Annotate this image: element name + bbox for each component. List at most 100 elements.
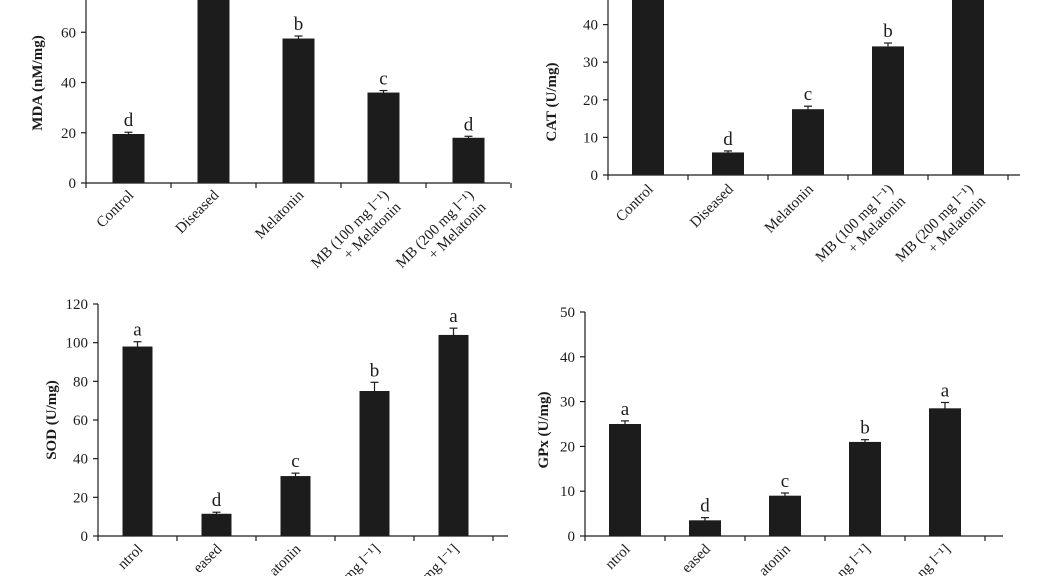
category-label: ng l⁻¹] xyxy=(914,542,954,576)
category-label: atonin xyxy=(756,541,794,576)
category-label: Melatonin xyxy=(252,187,307,242)
category-label-line: Melatonin xyxy=(252,187,307,242)
category-label: MB (100 mg l⁻¹)+ Melatonin xyxy=(308,188,404,272)
y-tick-label: 20 xyxy=(61,126,76,142)
category-label: ntrol xyxy=(602,542,633,573)
significance-letter: a xyxy=(133,320,142,341)
y-axis-label: MDA (nM/mg) xyxy=(30,35,46,130)
chart-panel-2: 0 10 20 30 40 CAT (U/mg) d c b Control Diseased Mel… xyxy=(544,0,1020,266)
bar xyxy=(712,152,744,175)
category-label: atonin xyxy=(266,541,304,576)
y-tick-label: 10 xyxy=(583,130,598,146)
chart-panel-1: 0 20 40 60 MDA (nM/mg) d b c d Control Diseased Mel… xyxy=(30,0,512,272)
category-label: MB (200 mg l⁻¹)+ Melatonin xyxy=(893,182,989,266)
category-label-line: Control xyxy=(613,182,657,226)
y-tick-label: 30 xyxy=(583,55,598,71)
significance-letter: a xyxy=(941,380,950,401)
significance-letter: c xyxy=(804,84,812,105)
significance-letter: d xyxy=(124,110,134,131)
significance-letter: a xyxy=(621,399,630,420)
category-label-line: Melatonin xyxy=(762,181,817,236)
y-tick-label: 0 xyxy=(568,529,576,545)
y-tick-label: 40 xyxy=(61,76,76,92)
bar xyxy=(282,38,315,183)
y-tick-label: 40 xyxy=(73,452,88,468)
significance-letter: c xyxy=(291,451,299,472)
category-label-line: atonin xyxy=(756,541,794,576)
y-tick-label: 20 xyxy=(583,93,598,109)
y-tick-label: 50 xyxy=(560,305,575,321)
y-tick-label: 60 xyxy=(61,25,76,41)
bar xyxy=(197,0,230,183)
significance-letter: b xyxy=(883,21,893,42)
category-label-line: ntrol xyxy=(115,542,146,573)
chart-panel-3: 0 20 40 60 80 100 120 SOD (U/mg) a d c b a ntrol eased… xyxy=(44,297,508,576)
bar xyxy=(792,109,824,175)
bar xyxy=(112,134,145,183)
category-label: MB (200 mg l⁻¹)+ Melatonin xyxy=(393,188,489,272)
y-tick-label: 120 xyxy=(66,297,89,313)
bar xyxy=(359,391,390,536)
category-label-line: Diseased xyxy=(687,181,737,231)
significance-letter: d xyxy=(212,490,222,511)
bar xyxy=(632,0,664,175)
bar xyxy=(452,137,485,183)
y-tick-label: 10 xyxy=(560,484,575,500)
category-label: Diseased xyxy=(687,181,737,231)
significance-letter: d xyxy=(700,496,710,517)
y-tick-label: 0 xyxy=(69,176,77,192)
category-label-line: mg l⁻¹] xyxy=(341,542,384,576)
category-label: Control xyxy=(94,188,138,232)
bar xyxy=(280,476,311,536)
category-label: ng l⁻¹] xyxy=(834,542,874,576)
significance-letter: c xyxy=(379,69,387,90)
significance-letter: b xyxy=(370,360,380,381)
category-label-line: atonin xyxy=(266,541,304,576)
y-tick-label: 80 xyxy=(73,374,88,390)
category-label-line: ng l⁻¹] xyxy=(914,542,954,576)
category-label-line: eased xyxy=(679,541,714,576)
y-axis-label: CAT (U/mg) xyxy=(544,62,560,141)
category-label: mg l⁻¹] xyxy=(420,542,463,576)
bar xyxy=(929,408,961,536)
y-tick-label: 0 xyxy=(81,529,89,545)
category-label: mg l⁻¹] xyxy=(341,542,384,576)
bar xyxy=(201,513,232,536)
category-label-line: mg l⁻¹] xyxy=(420,542,463,576)
y-tick-label: 40 xyxy=(560,350,575,366)
chart-panel-4: 0 10 20 30 40 50 GPx (U/mg) a d c b a ntrol eased aton… xyxy=(536,305,1003,576)
significance-letter: a xyxy=(449,306,458,327)
significance-letter: d xyxy=(464,114,474,135)
bar xyxy=(367,92,400,183)
bar xyxy=(952,0,984,175)
y-axis-label: GPx (U/mg) xyxy=(536,391,552,468)
y-tick-label: 40 xyxy=(583,18,598,34)
y-tick-label: 30 xyxy=(560,395,575,411)
bar xyxy=(609,424,641,536)
y-tick-label: 20 xyxy=(560,439,575,455)
category-label: eased xyxy=(679,541,714,576)
y-axis-label: SOD (U/mg) xyxy=(44,380,60,460)
significance-letter: b xyxy=(860,418,870,439)
bar xyxy=(438,334,469,536)
bar xyxy=(122,346,153,536)
category-label: Diseased xyxy=(173,187,223,237)
bar xyxy=(849,441,881,536)
category-label: ntrol xyxy=(115,542,146,573)
category-label: Control xyxy=(613,182,657,226)
significance-letter: b xyxy=(294,14,304,35)
y-tick-label: 0 xyxy=(591,168,599,184)
category-label-line: ng l⁻¹] xyxy=(834,542,874,576)
y-tick-label: 100 xyxy=(66,336,89,352)
category-label-line: ntrol xyxy=(602,542,633,573)
bar xyxy=(689,520,721,536)
bar xyxy=(769,495,801,536)
bar xyxy=(872,46,904,175)
significance-letter: d xyxy=(723,129,733,150)
category-label: MB (100 mg l⁻¹)+ Melatonin xyxy=(813,182,909,266)
category-label-line: Diseased xyxy=(173,187,223,237)
category-label-line: Control xyxy=(94,188,138,232)
significance-letter: c xyxy=(781,471,789,492)
y-tick-label: 20 xyxy=(73,490,88,506)
category-label: eased xyxy=(190,541,225,576)
